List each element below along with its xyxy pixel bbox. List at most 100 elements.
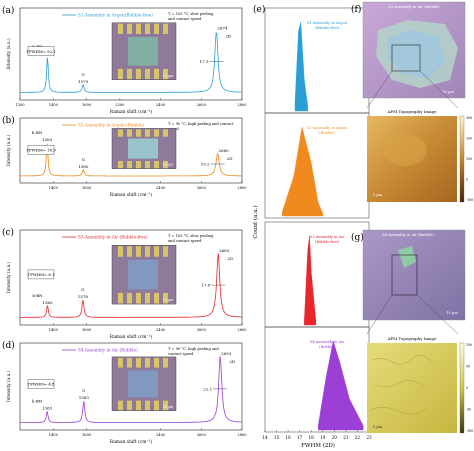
panel-g-colorbar (459, 342, 465, 434)
panel-b-fwhm-2d-label: 19.2 (201, 162, 210, 167)
panel-b-peak-label: h-BN (32, 130, 43, 135)
panel-c-peak-label: 2D (227, 256, 233, 261)
panel-f-colorbar-tick: 300 (466, 116, 472, 120)
panel-d-xtick-label: 2400 (156, 433, 166, 437)
panel-c-condition: and contact speed (168, 239, 202, 243)
panel-c-fwhm: ΓFWHM= 8.1 (28, 272, 55, 277)
panel-e-distribution (294, 21, 308, 112)
panel-d-ylabel: Intensity (a.u.) (6, 371, 11, 403)
panel-d-electrode (145, 357, 150, 368)
panel-b-electrode (154, 161, 159, 169)
panel-d-xtick-label: 1400 (49, 433, 59, 437)
panel-a-legend: S1-Assembly in Argon(Bubble-free) (78, 13, 153, 18)
panel-g-colorbar-tick: -100 (466, 429, 473, 433)
panel-d-plot-frame (19, 342, 243, 431)
panel-c-electrode (163, 246, 168, 257)
panel-c-xtick-label: 2400 (156, 328, 166, 332)
panel-f-afm-title: AFM Topography Image (387, 109, 438, 114)
panel-e-series-label: (Bubble-free) (315, 26, 340, 30)
panel-b-electrode (127, 129, 132, 137)
panel-e-distribution (282, 126, 323, 217)
panel-a-electrode (163, 23, 168, 34)
panel-e-series-label: S2-Assembly in Argon (307, 126, 348, 130)
panel-d-fwhm-box (27, 379, 55, 389)
panel-b-flake (128, 138, 158, 159)
panel-g-colorbar-tick: -50 (466, 408, 471, 412)
panel-b-xtick-label: 2800 (237, 186, 247, 190)
panel-d-electrode (163, 400, 168, 411)
panel-b-electrode (163, 129, 168, 137)
panel-d-peak-label: h-BN (32, 398, 43, 403)
panel-c-electrode (118, 246, 123, 257)
panel-b-peak-label: 1363 (42, 137, 53, 142)
panel-e-series-label: S1-Assembly in Argon (307, 21, 348, 25)
panel-a-electrode (136, 23, 141, 34)
panel-c-fwhm-box (27, 269, 55, 280)
panel-a-electrode (136, 68, 141, 80)
panel-g-afm-texture (369, 355, 435, 415)
panel-c-xtick-label: 1400 (49, 328, 59, 332)
panel-a-letter: (a) (2, 5, 14, 16)
panel-g-optical-image (362, 229, 466, 321)
panel-b-xtick-label: 1400 (49, 186, 59, 190)
panel-g-afm-title: AFM Topography Image (387, 336, 438, 341)
panel-a-peak-label: 2D (226, 34, 232, 39)
panel-d-electrode (154, 357, 159, 368)
panel-d-electrode (154, 400, 159, 411)
panel-d-scale-bar: 10 µm (163, 405, 173, 409)
panel-c-electrode (127, 246, 132, 257)
panel-b-electrode (118, 129, 123, 137)
panel-e-xtick-label: 19 (320, 435, 326, 440)
panel-b-peak-label: 2680 (219, 148, 230, 153)
panel-f-colorbar-tick: 0 (466, 178, 468, 182)
panel-e-letter: (e) (253, 4, 265, 15)
panel-a-xtick-label: 2600 (197, 103, 207, 107)
panel-c-scale-bar: 10 µm (163, 298, 173, 302)
panel-g: (g) S4-Assembly in Air (Bubble) 10 µm AF… (351, 229, 473, 434)
panel-d-electrode (136, 357, 141, 368)
panel-b-legend: S2-Assembly in Argon (Bubble) (78, 123, 145, 128)
panel-f-scale-top: 20 µm (442, 90, 454, 94)
panel-f-scale-bottom: 5 µm (373, 193, 383, 197)
panel-e: (e) S1-Assembly in Argon(Bubble-free) S2-… (252, 4, 372, 449)
panel-a-peak-label: 1579 (78, 79, 89, 84)
panel-b-electrode (154, 129, 159, 137)
panel-a-xtick-label: 1200 (15, 103, 25, 107)
panel-c-peak-label: 1578 (78, 294, 89, 299)
panel-c-peak-label: G (81, 287, 84, 292)
panel-d-fwhm: ΓFWHM= 4.8 (28, 382, 55, 387)
panel-g-scale-top: 10 µm (446, 311, 458, 315)
panel-e-series-label: (Bubble) (319, 345, 335, 349)
panel-f-title: S2-Assembly in Air (Bubble) (388, 5, 440, 9)
panel-d-legend: S4-Assembly in Air (Bubble) (78, 348, 138, 353)
panel-c-electrode (145, 292, 150, 304)
panel-g-colorbar-tick: 100 (466, 343, 472, 347)
panel-c-peak-label: 2683 (219, 248, 230, 253)
panel-a-fwhm: ΓFWHM= 92.1 (26, 49, 55, 54)
panel-g-afm-image (367, 343, 457, 433)
panel-e-xtick-label: 17 (297, 435, 303, 440)
panel-c-electrode (136, 292, 141, 304)
panel-c-legend: S3-Assembly in Air (Bubble-free) (78, 235, 148, 240)
panel-a-electrode (145, 68, 150, 80)
panel-c-peak-label: 1365 (42, 300, 53, 305)
panel-g-flake (398, 246, 416, 268)
panel-a: (a)h-BN1365G15792D267417.1S1-Assembly in… (2, 5, 247, 115)
panel-d-electrode (118, 357, 123, 368)
panel-d-peak-label: 1583 (79, 395, 90, 400)
panel-g-colorbar-tick: 0 (466, 386, 468, 390)
panel-d-xtick-label: 2600 (197, 433, 207, 437)
panel-c: (c) h-BN 1365 G 1578 2D 2683 17.8 S3-Assembly in… (2, 227, 247, 340)
panel-e-distribution (304, 235, 316, 326)
panel-c-xlabel: Raman shift (cm⁻¹) (110, 334, 153, 340)
panel-c-electrode (136, 246, 141, 257)
panel-d-electrode (127, 357, 132, 368)
panel-a-electrode (145, 23, 150, 34)
panel-c-electrode (118, 292, 123, 304)
panel-b: (b) h-BN 1363 G 1580 2D 2680 19.2 S2-Assembly in… (2, 115, 247, 198)
panel-b-letter: (b) (2, 115, 15, 126)
panel-a-xtick-label: 1400 (49, 103, 59, 107)
panel-f-colorbar-tick: 100 (466, 157, 472, 161)
panel-c-electrode (154, 246, 159, 257)
panel-e-xtick-label: 14 (262, 435, 268, 440)
